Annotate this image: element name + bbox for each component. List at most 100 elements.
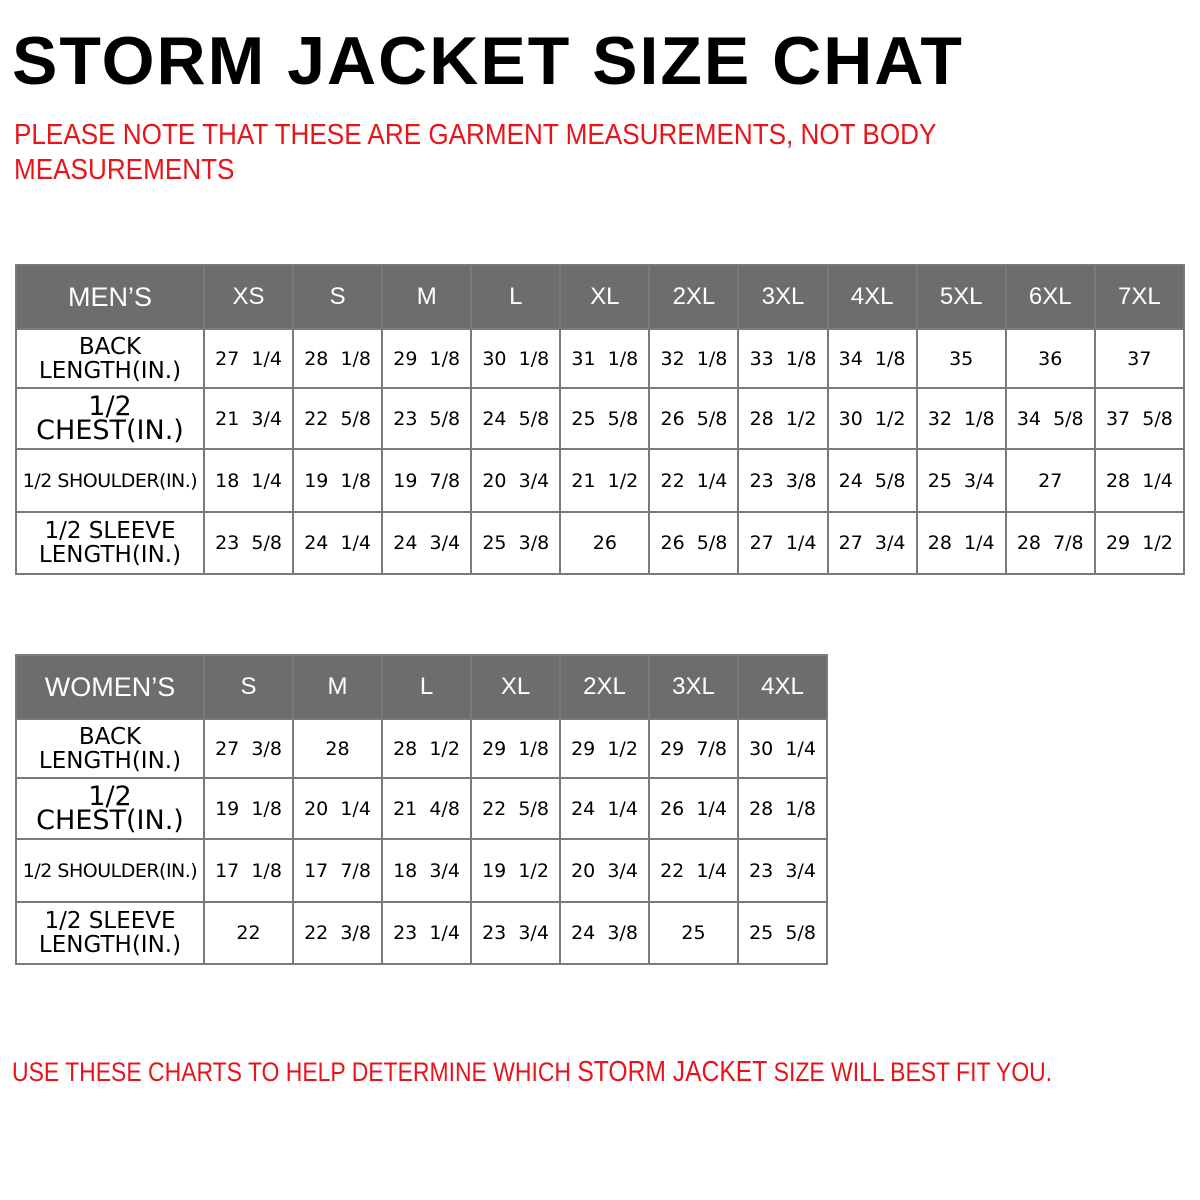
measurement-value: 18 3/4 xyxy=(381,838,472,903)
measurement-value: 25 5/8 xyxy=(559,387,651,450)
measurement-label: 1/2 SHOULDER(IN.) xyxy=(15,448,205,513)
table-row: BACK LENGTH(IN.) 27 3/8 28 28 1/2 29 1/8 29 1… xyxy=(15,718,828,779)
measurement-value: 30 1/2 xyxy=(826,387,918,450)
measurement-value: 24 5/8 xyxy=(826,448,918,513)
page-title: STORM JACKET SIZE CHAT xyxy=(12,23,964,99)
measurement-value: 29 1/8 xyxy=(470,718,561,779)
size-header-3xl: 3XL xyxy=(737,264,829,330)
measurement-value: 35 xyxy=(915,328,1007,389)
footer-brand: STORM JACKET xyxy=(577,1056,768,1088)
measurement-value: 30 1/8 xyxy=(470,328,562,389)
size-header-6xl: 6XL xyxy=(1004,264,1096,330)
measurement-value: 28 xyxy=(292,718,383,779)
measurement-value: 31 1/8 xyxy=(559,328,651,389)
measurement-value: 33 1/8 xyxy=(737,328,829,389)
measurement-value: 26 5/8 xyxy=(648,387,740,450)
size-header-xs: XS xyxy=(202,264,295,330)
measurement-value: 27 1/4 xyxy=(202,328,295,389)
measurement-value: 19 1/8 xyxy=(292,448,384,513)
measurement-value: 21 3/4 xyxy=(202,387,295,450)
measurement-value: 22 xyxy=(203,901,294,965)
table-row: BACK LENGTH(IN.) 27 1/4 28 1/8 29 1/8 30 1/8… xyxy=(15,328,1186,389)
note-line-1: PLEASE NOTE THAT THESE ARE GARMENT MEASU… xyxy=(14,119,937,151)
measurement-value: 28 1/8 xyxy=(737,777,828,840)
size-header-xl: XL xyxy=(559,264,651,330)
measurement-value: 22 1/4 xyxy=(648,838,739,903)
measurement-label: BACK LENGTH(IN.) xyxy=(15,718,205,779)
table-row: 1/2 SLEEVE LENGTH(IN.) 23 5/8 24 1/4 24 3/4… xyxy=(15,511,1186,575)
measurement-value: 37 5/8 xyxy=(1093,387,1186,450)
measurement-value: 28 1/8 xyxy=(292,328,384,389)
measurement-value: 27 xyxy=(1004,448,1096,513)
measurement-value: 28 7/8 xyxy=(1004,511,1096,575)
measurement-value: 32 1/8 xyxy=(915,387,1007,450)
size-header-l: L xyxy=(470,264,562,330)
measurement-value: 20 1/4 xyxy=(292,777,383,840)
measurement-value: 30 1/4 xyxy=(737,718,828,779)
measurement-value: 25 5/8 xyxy=(737,901,828,965)
measurement-label: BACK LENGTH(IN.) xyxy=(15,328,205,389)
measurement-value: 21 1/2 xyxy=(559,448,651,513)
footer-note: USE THESE CHARTS TO HELP DETERMINE WHICH… xyxy=(12,1056,1052,1089)
size-header-s: S xyxy=(292,264,384,330)
measurement-value: 24 5/8 xyxy=(470,387,562,450)
measurement-value: 23 3/4 xyxy=(737,838,828,903)
measurement-value: 28 1/4 xyxy=(1093,448,1186,513)
measurement-value: 36 xyxy=(1004,328,1096,389)
size-header-5xl: 5XL xyxy=(915,264,1007,330)
measurement-value: 21 4/8 xyxy=(381,777,472,840)
table-row: 1/2 CHEST(IN.) 21 3/4 22 5/8 23 5/8 24 5/8 25… xyxy=(15,387,1186,450)
measurement-value: 37 xyxy=(1093,328,1186,389)
measurement-value: 29 1/8 xyxy=(381,328,473,389)
size-header-m: M xyxy=(292,654,383,720)
measurement-value: 26 1/4 xyxy=(648,777,739,840)
table-row: 1/2 SHOULDER(IN.) 18 1/4 19 1/8 19 7/8 20 3/… xyxy=(15,448,1186,513)
measurement-value: 26 5/8 xyxy=(648,511,740,575)
mens-header-row: MEN’S XS S M L XL 2XL 3XL 4XL 5XL 6XL 7XL xyxy=(15,264,1186,330)
measurement-value: 20 3/4 xyxy=(559,838,650,903)
measurement-value: 22 1/4 xyxy=(648,448,740,513)
measurement-value: 20 3/4 xyxy=(470,448,562,513)
measurement-value: 17 1/8 xyxy=(203,838,294,903)
size-header-l: L xyxy=(381,654,472,720)
measurement-label: 1/2 SHOULDER(IN.) xyxy=(15,838,205,903)
mens-size-table: MEN’S XS S M L XL 2XL 3XL 4XL 5XL 6XL 7XL BACK LENGT… xyxy=(15,264,1186,575)
size-header-7xl: 7XL xyxy=(1093,264,1186,330)
measurement-value: 23 5/8 xyxy=(202,511,295,575)
table-row: 1/2 CHEST(IN.) 19 1/8 20 1/4 21 4/8 22 5/8 24… xyxy=(15,777,828,840)
size-header-s: S xyxy=(203,654,294,720)
measurement-value: 17 7/8 xyxy=(292,838,383,903)
measurement-label: 1/2 SLEEVE LENGTH(IN.) xyxy=(15,901,205,965)
table-row: 1/2 SHOULDER(IN.) 17 1/8 17 7/8 18 3/4 19 1/… xyxy=(15,838,828,903)
size-header-xl: XL xyxy=(470,654,561,720)
footer-text-before: USE THESE CHARTS TO HELP DETERMINE WHICH xyxy=(12,1057,578,1087)
measurement-value: 27 3/8 xyxy=(203,718,294,779)
measurement-value: 25 3/8 xyxy=(470,511,562,575)
footer-text-after: SIZE WILL BEST FIT YOU. xyxy=(767,1057,1053,1087)
mens-header-label: MEN’S xyxy=(15,264,205,330)
measurement-value: 23 3/8 xyxy=(737,448,829,513)
table-row: 1/2 SLEEVE LENGTH(IN.) 22 22 3/8 23 1/4 23 3… xyxy=(15,901,828,965)
measurement-value: 28 1/4 xyxy=(915,511,1007,575)
measurement-value: 24 3/8 xyxy=(559,901,650,965)
measurement-label: 1/2 CHEST(IN.) xyxy=(15,387,205,450)
measurement-value: 19 1/2 xyxy=(470,838,561,903)
measurement-value: 27 3/4 xyxy=(826,511,918,575)
measurement-value: 24 1/4 xyxy=(559,777,650,840)
measurement-value: 32 1/8 xyxy=(648,328,740,389)
womens-header-label: WOMEN’S xyxy=(15,654,205,720)
measurement-value: 29 7/8 xyxy=(648,718,739,779)
measurement-value: 28 1/2 xyxy=(381,718,472,779)
measurement-label: 1/2 CHEST(IN.) xyxy=(15,777,205,840)
note-line-2: MEASUREMENTS xyxy=(14,154,235,186)
measurement-label: 1/2 SLEEVE LENGTH(IN.) xyxy=(15,511,205,575)
measurement-value: 19 7/8 xyxy=(381,448,473,513)
measurement-value: 22 3/8 xyxy=(292,901,383,965)
measurement-value: 18 1/4 xyxy=(202,448,295,513)
size-header-2xl: 2XL xyxy=(559,654,650,720)
measurement-value: 24 1/4 xyxy=(292,511,384,575)
measurement-value: 26 xyxy=(559,511,651,575)
measurement-value: 23 5/8 xyxy=(381,387,473,450)
measurement-value: 23 3/4 xyxy=(470,901,561,965)
measurement-value: 23 1/4 xyxy=(381,901,472,965)
